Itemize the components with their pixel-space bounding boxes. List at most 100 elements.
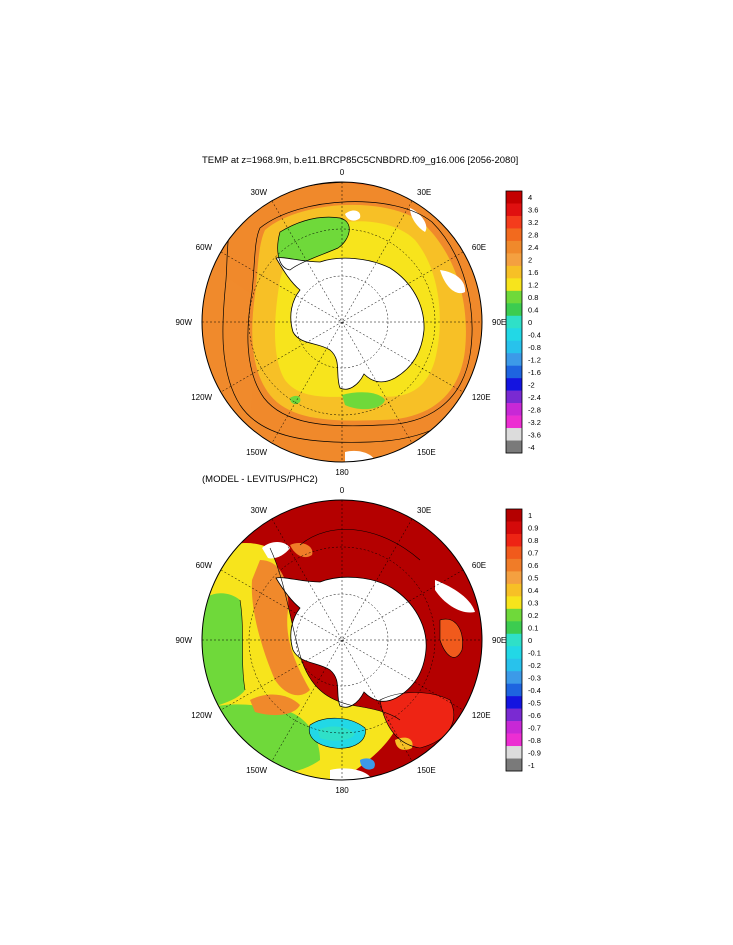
colorbar-swatch	[506, 746, 522, 759]
colorbar-tick-label: -0.3	[528, 673, 541, 682]
map2-title: (MODEL - LEVITUS/PHC2)	[202, 474, 318, 485]
longitude-label: 0	[340, 486, 345, 495]
colorbar-swatch	[506, 303, 522, 317]
colorbar-swatch	[506, 278, 522, 292]
colorbar-tick-label: 1.2	[528, 281, 538, 290]
longitude-label: 150W	[246, 766, 267, 775]
colorbar-tick-label: -0.7	[528, 723, 541, 732]
colorbar-swatch	[506, 583, 522, 597]
colorbar-tick-label: 0.4	[528, 306, 538, 315]
colorbar-swatch	[506, 353, 522, 366]
colorbar-tick-label: -3.6	[528, 430, 541, 439]
colorbar-swatch	[506, 340, 522, 354]
colorbar-swatch	[506, 290, 522, 304]
longitude-label: 90E	[492, 636, 506, 645]
colorbar-tick-label: -0.4	[528, 686, 541, 695]
colorbar-tick-label: 0.6	[528, 561, 538, 570]
colorbar-tick-label: 0	[528, 318, 532, 327]
longitude-label: 30W	[251, 188, 268, 197]
longitude-label: 30E	[417, 506, 431, 515]
colorbar-swatch	[506, 428, 522, 441]
longitude-label: 30W	[251, 506, 268, 515]
map2-plot	[202, 500, 482, 780]
colorbar-tick-label: -2.4	[528, 393, 541, 402]
colorbar-tick-label: 3.2	[528, 218, 538, 227]
colorbar-frame	[505, 508, 523, 772]
colorbar-swatch	[506, 671, 522, 684]
colorbar-swatch	[506, 265, 522, 279]
colorbar-tick-label: 0	[528, 636, 532, 645]
colorbar-swatch	[506, 708, 522, 722]
colorbar-tick-label: -1.2	[528, 355, 541, 364]
map2-colorbar: 1 0.9 0.8 0.7 0.6 0.5 0.4 0.3 0.2 0.1 0 -0.1 -0.2 -0.…	[505, 508, 541, 772]
colorbar-tick-label: 0.9	[528, 524, 538, 533]
colorbar-tick-label: -2	[528, 380, 535, 389]
colorbar-swatch	[506, 191, 522, 204]
colorbar-frame	[505, 190, 523, 454]
colorbar-swatch	[506, 415, 522, 429]
colorbar-tick-label: -0.9	[528, 748, 541, 757]
colorbar-swatch	[506, 571, 522, 585]
colorbar-swatch	[506, 403, 522, 416]
map1-longitude-labels: 0 30E 60E 90E 120E 150E 180 150W 120W 90W 60W 30W	[176, 168, 507, 477]
colorbar-tick-label: -2.8	[528, 405, 541, 414]
longitude-label: 180	[335, 468, 349, 477]
colorbar-swatch	[506, 596, 522, 610]
colorbar-swatch	[506, 658, 522, 672]
longitude-label: 90W	[176, 318, 193, 327]
colorbar-tick-label: 2	[528, 256, 532, 265]
colorbar-tick-label: -0.8	[528, 343, 541, 352]
colorbar-swatch	[506, 253, 522, 267]
colorbar-swatch	[506, 646, 522, 660]
colorbar-swatch	[506, 558, 522, 572]
longitude-label: 30E	[417, 188, 431, 197]
colorbar-tick-label: -0.5	[528, 698, 541, 707]
colorbar-tick-label: -1	[528, 761, 535, 770]
colorbar-tick-label: 0.7	[528, 549, 538, 558]
colorbar-swatch	[506, 683, 522, 697]
colorbar-swatch	[506, 215, 522, 229]
colorbar-swatch	[506, 696, 522, 709]
longitude-label: 180	[335, 786, 349, 795]
colorbar-tick-label: 0.8	[528, 536, 538, 545]
colorbar-tick-label: 2.8	[528, 231, 538, 240]
colorbar-tick-label: -4	[528, 443, 535, 452]
longitude-label: 90E	[492, 318, 506, 327]
colorbar-tick-label: -0.4	[528, 331, 541, 340]
colorbar-swatch	[506, 758, 522, 772]
colorbar-swatch	[506, 390, 522, 404]
colorbar-swatch	[506, 315, 522, 329]
longitude-label: 150W	[246, 448, 267, 457]
colorbar-swatch	[506, 521, 522, 535]
longitude-label: 120W	[191, 711, 212, 720]
map2-longitude-labels: 0 30E 60E 90E 120E 150E 180 150W 120W 90W 60W 30W	[176, 486, 507, 795]
colorbar-swatch	[506, 621, 522, 635]
colorbar-tick-label: 0.4	[528, 586, 538, 595]
colorbar-swatch	[506, 240, 522, 254]
colorbar-tick-label: -0.1	[528, 649, 541, 658]
colorbar-swatch	[506, 633, 522, 647]
colorbar-tick-label: -3.2	[528, 418, 541, 427]
map1-plot	[202, 182, 482, 462]
colorbar-swatch	[506, 228, 522, 242]
longitude-label: 0	[340, 168, 345, 177]
colorbar-tick-label: 0.3	[528, 599, 538, 608]
map1-colorbar: 4 3.6 3.2 2.8 2.4 2 1.6 1.2 0.8 0.4 0 -0.4 -0.8 -1.2 -…	[505, 190, 541, 454]
colorbar-swatch	[506, 509, 522, 522]
longitude-label: 60E	[472, 561, 486, 570]
map1-title: TEMP at z=1968.9m, b.e11.BRCP85C5CNBDRD.…	[202, 155, 518, 166]
colorbar-tick-label: -1.6	[528, 368, 541, 377]
colorbar-tick-label: 0.1	[528, 624, 538, 633]
colorbar-swatch	[506, 365, 522, 379]
colorbar-tick-label: -0.6	[528, 711, 541, 720]
colorbar-tick-label: 1	[528, 511, 532, 520]
longitude-label: 120E	[472, 393, 491, 402]
colorbar-swatch	[506, 546, 522, 560]
colorbar-swatch	[506, 608, 522, 622]
longitude-label: 60W	[196, 561, 213, 570]
longitude-label: 60W	[196, 243, 213, 252]
colorbar-swatch	[506, 440, 522, 454]
colorbar-tick-label: 0.2	[528, 611, 538, 620]
colorbar-swatch	[506, 733, 522, 747]
